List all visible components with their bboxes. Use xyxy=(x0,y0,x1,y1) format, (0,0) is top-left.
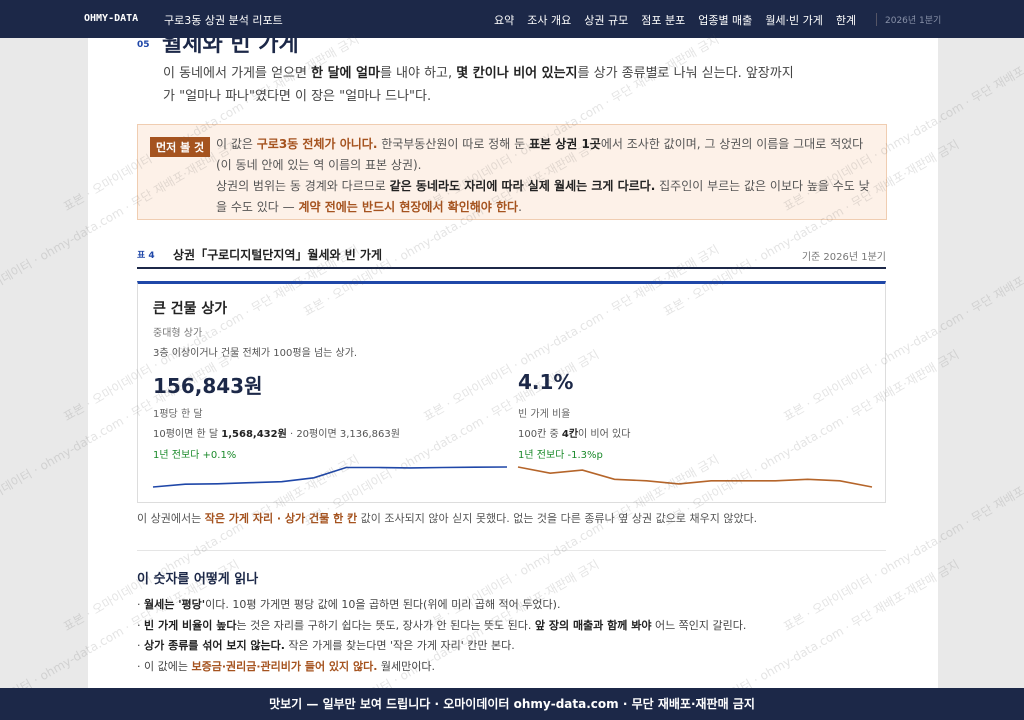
rule xyxy=(137,267,886,269)
text: · xyxy=(137,598,144,611)
sparklines xyxy=(152,466,873,488)
sparkline xyxy=(517,466,873,488)
text: 월세만이다. xyxy=(377,659,436,673)
paragraph: 상권의 범위는 동 경계와 다르므로 같은 동네라도 자리에 따라 실제 월세는… xyxy=(216,176,872,218)
vacancy-value: 4.1% xyxy=(518,370,574,394)
text: 4칸 xyxy=(561,429,579,440)
text: 집주인이 부르는 값은 이보다 높을 수도 낮을 수도 있다 — xyxy=(216,179,870,214)
text: 이다. 10평 가게면 평당 값에 10을 곱하면 된다(위에 미리 곱해 적어… xyxy=(205,598,561,611)
text: 상가 종류를 섞어 보지 않는다. xyxy=(144,639,285,652)
text: 3,136,863원 xyxy=(339,429,400,440)
nav-item[interactable]: 월세·빈 가게 xyxy=(765,14,823,27)
section-number: 05 xyxy=(137,40,150,50)
text: 이 동네에서 가게를 얻으면 xyxy=(163,66,312,81)
paragraph: 이 값은 구로3동 전체가 아니다. 한국부동산원이 따로 정해 둔 표본 상권… xyxy=(216,134,872,176)
top-nav: OHMY-DATA 구로3동 상권 분석 리포트 요약 조사 개요 상권 규모 점포 … xyxy=(0,0,1024,38)
rent-change: 1년 전보다 +0.1% xyxy=(153,450,237,461)
vacancy-unit: 빈 가게 비율 xyxy=(518,409,571,420)
notice-badge: 먼저 볼 것 xyxy=(150,137,211,157)
text: 를 내야 하고, xyxy=(379,66,457,81)
text: . xyxy=(518,200,522,214)
text: 월세는 '평당' xyxy=(144,598,206,611)
rent-detail: 10평이면 한 달 1,568,432원 · 20평이면 3,136,863원 xyxy=(153,425,400,440)
vacancy-detail: 100칸 중 4칸이 비어 있다 xyxy=(518,425,630,440)
text: 는 것은 자리를 구하기 쉽다는 뜻도, 장사가 안 된다는 뜻도 된다. xyxy=(236,618,535,632)
item: · 이 값에는 보증금·권리금·관리비가 들어 있지 않다. 월세만이다. xyxy=(137,657,746,678)
text: 값이 조사되지 않아 싣지 못했다. 없는 것을 다른 종류나 옆 상권 값으로… xyxy=(357,512,758,525)
reading-title: 이 숫자를 어떻게 읽나 xyxy=(137,572,259,587)
text: 를 상가 종류별로 나눠 싣는다. 앞장까지가 "얼마나 파나"였다면 이 장은… xyxy=(163,66,794,104)
notice: 먼저 볼 것 이 값은 구로3동 전체가 아니다. 한국부동산원이 따로 정해 … xyxy=(137,124,887,220)
text: 100칸 중 xyxy=(518,429,562,440)
report-title: 구로3동 상권 분석 리포트 xyxy=(164,14,283,27)
text: 이 값은 xyxy=(216,137,257,151)
nav-item[interactable]: 점포 분포 xyxy=(641,14,686,27)
text: 한 달에 얼마 xyxy=(311,66,380,81)
table-title: 상권「구로디지털단지역」월세와 빈 가게 xyxy=(173,248,382,262)
logo[interactable]: OHMY-DATA xyxy=(84,13,139,24)
card-name: 큰 건물 상가 xyxy=(153,301,228,317)
item: · 월세는 '평당'이다. 10평 가게면 평당 값에 10을 곱하면 된다(위… xyxy=(137,595,746,616)
table-basis: 기준 2026년 1분기 xyxy=(801,252,886,263)
text: 같은 동네라도 자리에 따라 실제 월세는 크게 다르다. xyxy=(389,179,656,193)
text: 빈 가게 비율이 높다 xyxy=(144,618,237,632)
footer: 맛보기 — 일부만 보여 드립니다 · 오마이데이터 ohmy-data.com… xyxy=(0,688,1024,720)
item: · 빈 가게 비율이 높다는 것은 자리를 구하기 쉽다는 뜻도, 장사가 안 … xyxy=(137,616,746,637)
text: · 20평이면 xyxy=(286,429,340,440)
text: 이 비어 있다 xyxy=(578,429,631,440)
missing-note: 이 상권에서는 작은 가게 자리 · 상가 건물 한 칸 값이 조사되지 않아 … xyxy=(137,510,757,526)
text: · xyxy=(137,618,144,632)
text: 10평이면 한 달 xyxy=(153,429,222,440)
text: 몇 칸이나 비어 있는지 xyxy=(456,66,578,81)
text: 상권의 범위는 동 경계와 다르므로 xyxy=(216,179,390,193)
text: 이 상권에서는 xyxy=(137,512,205,525)
text: 표본 상권 1곳 xyxy=(528,137,601,151)
nav-item[interactable]: 한계 xyxy=(835,14,857,27)
text: 구로3동 전체가 아니다. xyxy=(256,137,378,151)
card-type: 중대형 상가 xyxy=(153,328,203,339)
notice-text: 이 값은 구로3동 전체가 아니다. 한국부동산원이 따로 정해 둔 표본 상권… xyxy=(216,134,872,218)
text: · xyxy=(137,639,144,652)
text: 앞 장의 매출과 함께 봐야 xyxy=(534,618,652,632)
text: 작은 가게를 찾는다면 '작은 가게 자리' 칸만 본다. xyxy=(284,639,515,652)
text: 에서 조사한 값이며, 그 상권의 이름을 그대로 적었다(이 동네 안에 있는… xyxy=(216,137,864,172)
rent-unit: 1평당 한 달 xyxy=(153,409,203,420)
nav-item[interactable]: 상권 규모 xyxy=(584,14,629,27)
text: 어느 쪽인지 갈린다. xyxy=(651,618,747,632)
text: · 이 값에는 xyxy=(137,659,192,673)
vacancy-change: 1년 전보다 -1.3%p xyxy=(518,450,603,461)
nav-item[interactable]: 조사 개요 xyxy=(527,14,572,27)
section-title: 월세와 빈 가게 xyxy=(162,32,299,57)
nav-item[interactable]: 업종별 매출 xyxy=(698,14,753,27)
reading-list: · 월세는 '평당'이다. 10평 가게면 평당 값에 10을 곱하면 된다(위… xyxy=(137,595,746,677)
text: 보증금·권리금·관리비가 들어 있지 않다. xyxy=(191,659,378,673)
intro: 이 동네에서 가게를 얻으면 한 달에 얼마를 내야 하고, 몇 칸이나 비어 … xyxy=(163,62,803,108)
nav-item[interactable]: 요약 xyxy=(494,14,515,27)
period: 2026년 1분기 xyxy=(876,13,941,26)
card: 큰 건물 상가 중대형 상가 3층 이상이거나 건물 전체가 100평을 넘는 … xyxy=(137,281,886,503)
card-desc: 3층 이상이거나 건물 전체가 100평을 넘는 상가. xyxy=(153,348,358,359)
sparkline xyxy=(152,466,508,488)
nav-items: 요약 조사 개요 상권 규모 점포 분포 업종별 매출 월세·빈 가게 한계 xyxy=(494,12,856,28)
item: · 상가 종류를 섞어 보지 않는다. 작은 가게를 찾는다면 '작은 가게 자… xyxy=(137,636,746,657)
rent-value: 156,843원 xyxy=(153,374,263,398)
divider xyxy=(137,550,886,551)
content: 05 월세와 빈 가게 이 동네에서 가게를 얻으면 한 달에 얼마를 내야 하… xyxy=(88,32,938,688)
table-label: 표 4 xyxy=(137,251,155,261)
text: 계약 전에는 반드시 현장에서 확인해야 한다 xyxy=(298,200,519,214)
text: 1,568,432원 xyxy=(221,429,287,440)
text: 작은 가게 자리 · 상가 건물 한 칸 xyxy=(204,512,358,525)
text: 한국부동산원이 따로 정해 둔 xyxy=(377,137,529,151)
